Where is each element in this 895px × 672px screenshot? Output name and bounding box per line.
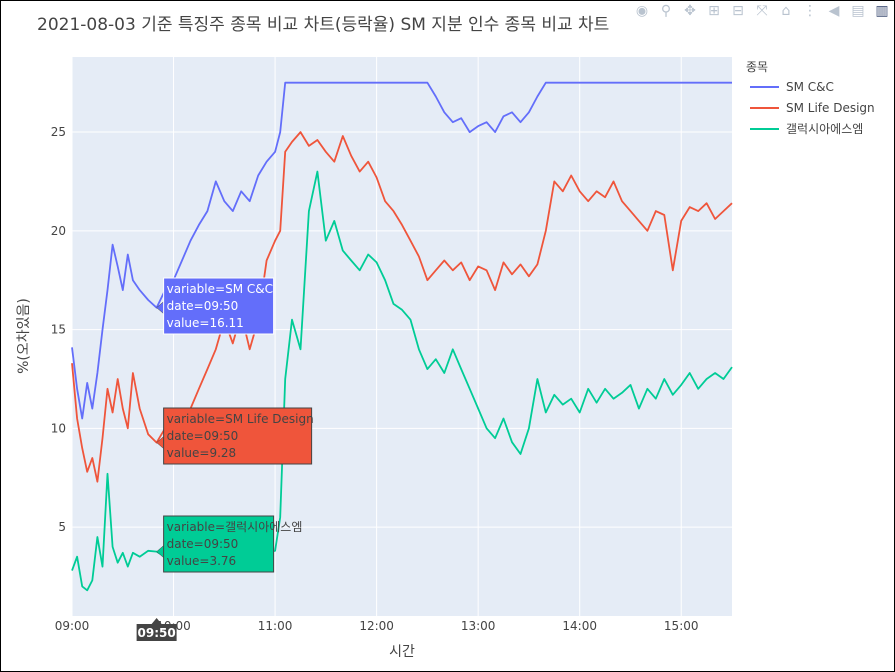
x-tick-label: 11:00 xyxy=(258,619,293,633)
spike-icon[interactable]: ⋮ xyxy=(803,3,817,19)
y-tick-label: 10 xyxy=(51,421,66,435)
y-axis-label: %(오차있음) xyxy=(16,298,32,374)
legend[interactable]: 종목 SM C&C SM Life Design 갤럭시아에스엠 xyxy=(746,60,875,136)
x-hover-text: 09:50 xyxy=(138,626,176,640)
tooltip-box xyxy=(163,277,275,335)
hover-layer: variable=SM C&Cdate=09:50value=16.11vari… xyxy=(136,277,314,641)
legend-item-2[interactable]: SM Life Design xyxy=(750,101,875,115)
series-line-1[interactable] xyxy=(71,81,732,420)
modebar: ◉ ⚲ ✥ ⊞ ⊟ ⤧ ⌂ ⋮ ◀ ▤ ▥ xyxy=(633,2,891,20)
autoscale-icon[interactable]: ⤧ xyxy=(756,3,768,19)
tooltip-text: variable=SM C&C xyxy=(167,282,273,296)
x-axis-label: 시간 xyxy=(389,644,415,660)
hover-tooltip-1: variable=SM C&C date=09:50 value=16.11 xyxy=(156,277,275,335)
legend-label: 갤럭시아에스엠 xyxy=(786,122,863,136)
hover-closest-icon[interactable]: ◀ xyxy=(828,3,840,19)
camera-icon[interactable]: ◉ xyxy=(635,3,649,19)
tooltip-text: date=09:50 xyxy=(167,429,239,443)
x-hover-pointer xyxy=(151,618,162,624)
x-tick-label: 14:00 xyxy=(562,619,597,633)
zoom-icon[interactable]: ⚲ xyxy=(660,3,672,19)
legend-label: SM C&C xyxy=(786,80,834,94)
legend-label: SM Life Design xyxy=(786,101,875,115)
tooltip-text: variable=SM Life Design xyxy=(167,412,314,426)
plotly-logo-icon[interactable]: ▥ xyxy=(875,3,889,19)
hover-tooltip-2: variable=SM Life Design date=09:50 value=9… xyxy=(156,407,314,465)
x-hover-box xyxy=(136,624,177,641)
tooltip-text: date=09:50 xyxy=(167,299,239,313)
reset-axes-icon[interactable]: ⌂ xyxy=(781,3,791,19)
series-line-2[interactable] xyxy=(71,131,733,483)
pan-icon[interactable]: ✥ xyxy=(684,3,696,19)
tooltip-text: date=09:50 xyxy=(167,537,239,551)
tooltip-text: variable=갤럭시아에스엠 xyxy=(167,520,303,534)
y-tick-label: 15 xyxy=(51,323,66,337)
chart-title: 2021-08-03 기준 특징주 종목 비교 차트(등락율) SM 지분 인수… xyxy=(37,15,610,35)
x-hover-label: 09:50 xyxy=(136,618,177,641)
hover-compare-icon[interactable]: ▤ xyxy=(851,3,865,19)
legend-item-3[interactable]: 갤럭시아에스엠 xyxy=(750,122,863,136)
tooltip-text: value=9.28 xyxy=(167,446,237,460)
series-lines[interactable] xyxy=(71,81,733,592)
zoom-out-icon[interactable]: ⊟ xyxy=(732,3,744,19)
series-line-3[interactable] xyxy=(71,170,733,592)
y-tick-label: 20 xyxy=(51,224,66,238)
tooltip-text: value=16.11 xyxy=(167,316,244,330)
x-tick-label: 15:00 xyxy=(664,619,699,633)
y-tick-label: 25 xyxy=(51,125,66,139)
x-tick-label: 09:00 xyxy=(55,619,90,633)
legend-item-1[interactable]: SM C&C xyxy=(750,80,834,94)
tooltip-box xyxy=(163,515,275,573)
zoom-in-icon[interactable]: ⊞ xyxy=(708,3,720,19)
x-tick-label: 12:00 xyxy=(359,619,394,633)
y-tick-label: 5 xyxy=(58,520,66,534)
y-axis-ticks: 5 10 15 20 25 xyxy=(51,125,66,534)
tooltip-text: value=3.76 xyxy=(167,554,237,568)
hover-tooltip-3: variable=갤럭시아에스엠 date=09:50 value=3.76 xyxy=(156,515,303,573)
tooltip-box xyxy=(163,407,313,465)
x-tick-label: 13:00 xyxy=(461,619,496,633)
legend-title: 종목 xyxy=(746,60,768,74)
